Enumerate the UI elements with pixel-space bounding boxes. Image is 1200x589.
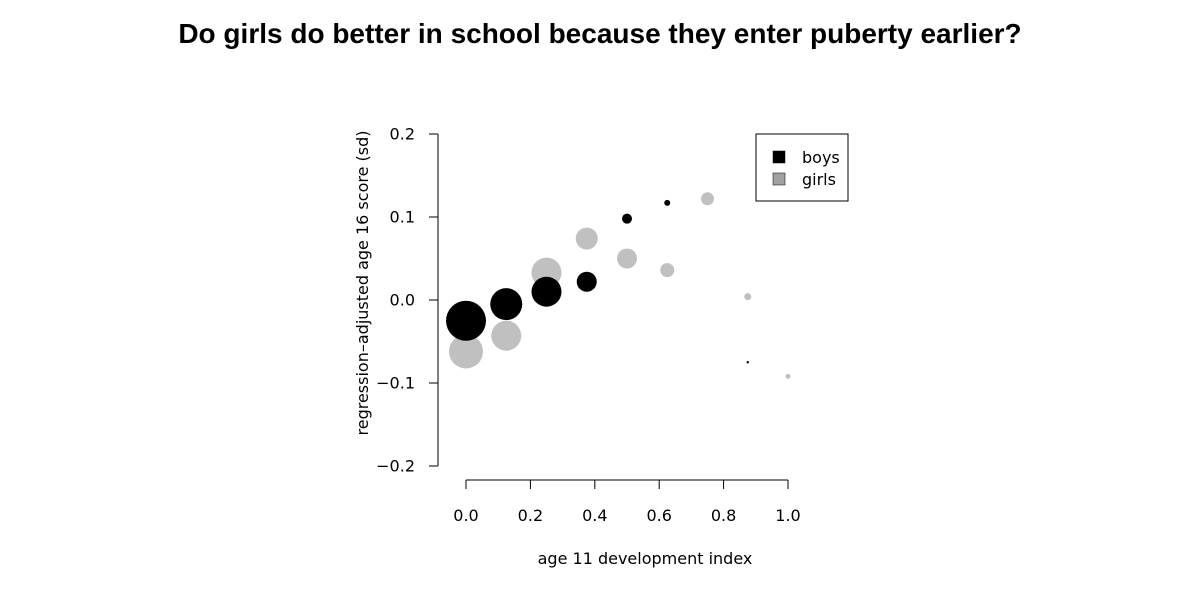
x-tick-label: 0.8 [711, 506, 736, 525]
girls-point [744, 293, 752, 301]
girls-point [617, 248, 637, 269]
x-tick-label: 0.2 [518, 506, 543, 525]
y-axis: −0.2 −0.1 0.0 0.1 0.2 [376, 125, 439, 476]
boys-point [664, 199, 671, 206]
chart-title: Do girls do better in school because the… [178, 18, 1022, 49]
girls-point [660, 263, 675, 278]
x-tick-label: 0.6 [646, 506, 671, 525]
boys-point [446, 300, 486, 341]
boys-point [576, 271, 597, 292]
legend: boys girls [755, 133, 849, 202]
girls-point [449, 334, 483, 369]
legend-label-boys: boys [802, 148, 840, 167]
y-tick-label: 0.1 [390, 208, 415, 227]
girls-point [575, 227, 598, 250]
legend-swatch-boys [772, 150, 786, 164]
boys-point [490, 288, 523, 321]
boys-point [746, 361, 749, 364]
legend-label-girls: girls [802, 170, 836, 189]
girls-point [785, 373, 791, 379]
x-tick-label: 0.4 [582, 506, 607, 525]
girls-point [701, 192, 714, 206]
legend-box [755, 133, 849, 202]
y-tick-label: 0.0 [390, 291, 415, 310]
y-tick-label: 0.2 [390, 125, 415, 144]
boys-point [531, 276, 562, 307]
x-tick-label: 0.0 [453, 506, 478, 525]
x-tick-label: 1.0 [775, 506, 800, 525]
x-axis: 0.0 0.2 0.4 0.6 0.8 1.0 [453, 479, 801, 525]
boys-point [622, 213, 632, 224]
legend-swatch-girls [772, 172, 786, 186]
y-tick-label: −0.2 [376, 457, 415, 476]
girls-point [491, 320, 522, 351]
x-axis-label: age 11 development index [538, 549, 753, 568]
y-tick-label: −0.1 [376, 374, 415, 393]
y-axis-label: regression–adjusted age 16 score (sd) [353, 131, 372, 436]
data-points [446, 192, 791, 379]
